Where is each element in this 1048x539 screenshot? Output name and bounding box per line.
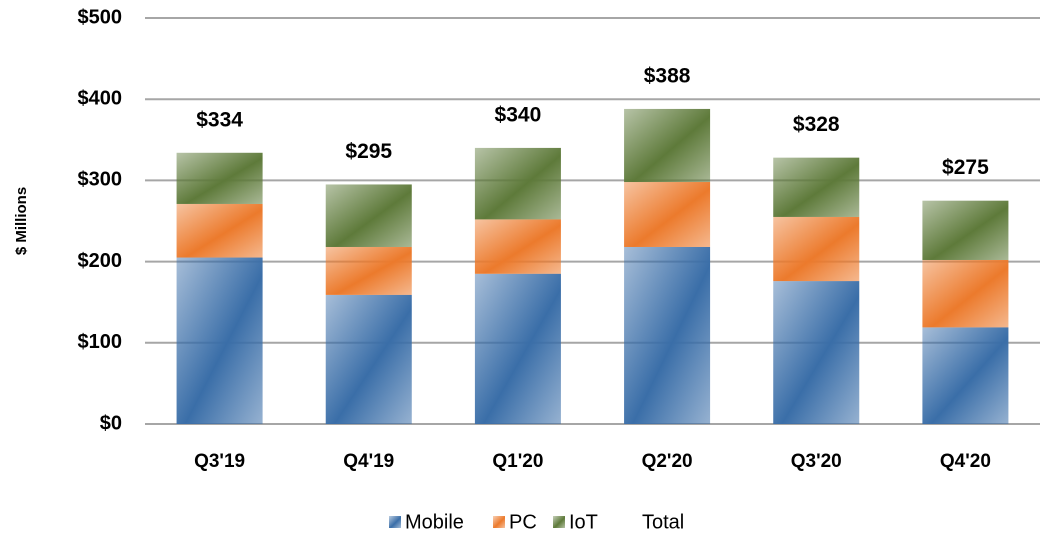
- bar-gradient: [624, 108, 711, 183]
- legend-label: IoT: [569, 511, 598, 533]
- legend-label: Mobile: [405, 511, 464, 533]
- total-label: $388: [644, 64, 691, 87]
- x-tick-label: Q3'19: [194, 451, 245, 472]
- x-tick-label: Q1'20: [492, 451, 543, 472]
- bar-gradient: [624, 246, 711, 424]
- x-tick-label: Q4'20: [940, 451, 991, 472]
- bar-gradient: [176, 152, 263, 204]
- total-label: $340: [495, 103, 542, 126]
- y-tick-label: $400: [78, 87, 123, 109]
- bar-gradient: [325, 184, 412, 247]
- y-tick-label: $0: [100, 412, 122, 434]
- bar-gradient: [624, 182, 711, 247]
- bar-gradient: [474, 147, 561, 220]
- y-axis-label: $ Millions: [13, 187, 30, 255]
- y-tick-label: $300: [78, 169, 123, 191]
- bar-gradient: [773, 216, 860, 282]
- y-tick-label: $500: [78, 6, 123, 28]
- bar-gradient: [325, 294, 412, 424]
- total-label: $275: [942, 156, 989, 179]
- x-tick-label: Q4'19: [343, 451, 394, 472]
- x-tick-label: Q3'20: [791, 451, 842, 472]
- legend-swatch: [493, 516, 505, 528]
- y-tick-label: $200: [78, 250, 123, 272]
- bar-gradient: [773, 281, 860, 424]
- bar-gradient: [474, 273, 561, 424]
- total-label: $328: [793, 113, 840, 136]
- bar-gradient: [325, 246, 412, 295]
- bar-gradient: [922, 200, 1009, 260]
- x-tick-label: Q2'20: [642, 451, 693, 472]
- bar-gradient: [922, 259, 1009, 328]
- legend-label: Total: [642, 511, 684, 533]
- legend-swatch: [389, 516, 401, 528]
- legend-swatch: [553, 516, 565, 528]
- bar-gradient: [176, 203, 263, 258]
- bar-gradient: [922, 327, 1009, 424]
- total-label: $334: [196, 108, 243, 131]
- total-label: $295: [345, 140, 392, 163]
- y-tick-label: $100: [78, 331, 123, 353]
- bar-gradient: [474, 219, 561, 274]
- legend-label: PC: [509, 511, 537, 533]
- bar-gradient: [176, 257, 263, 424]
- bar-gradient: [773, 157, 860, 217]
